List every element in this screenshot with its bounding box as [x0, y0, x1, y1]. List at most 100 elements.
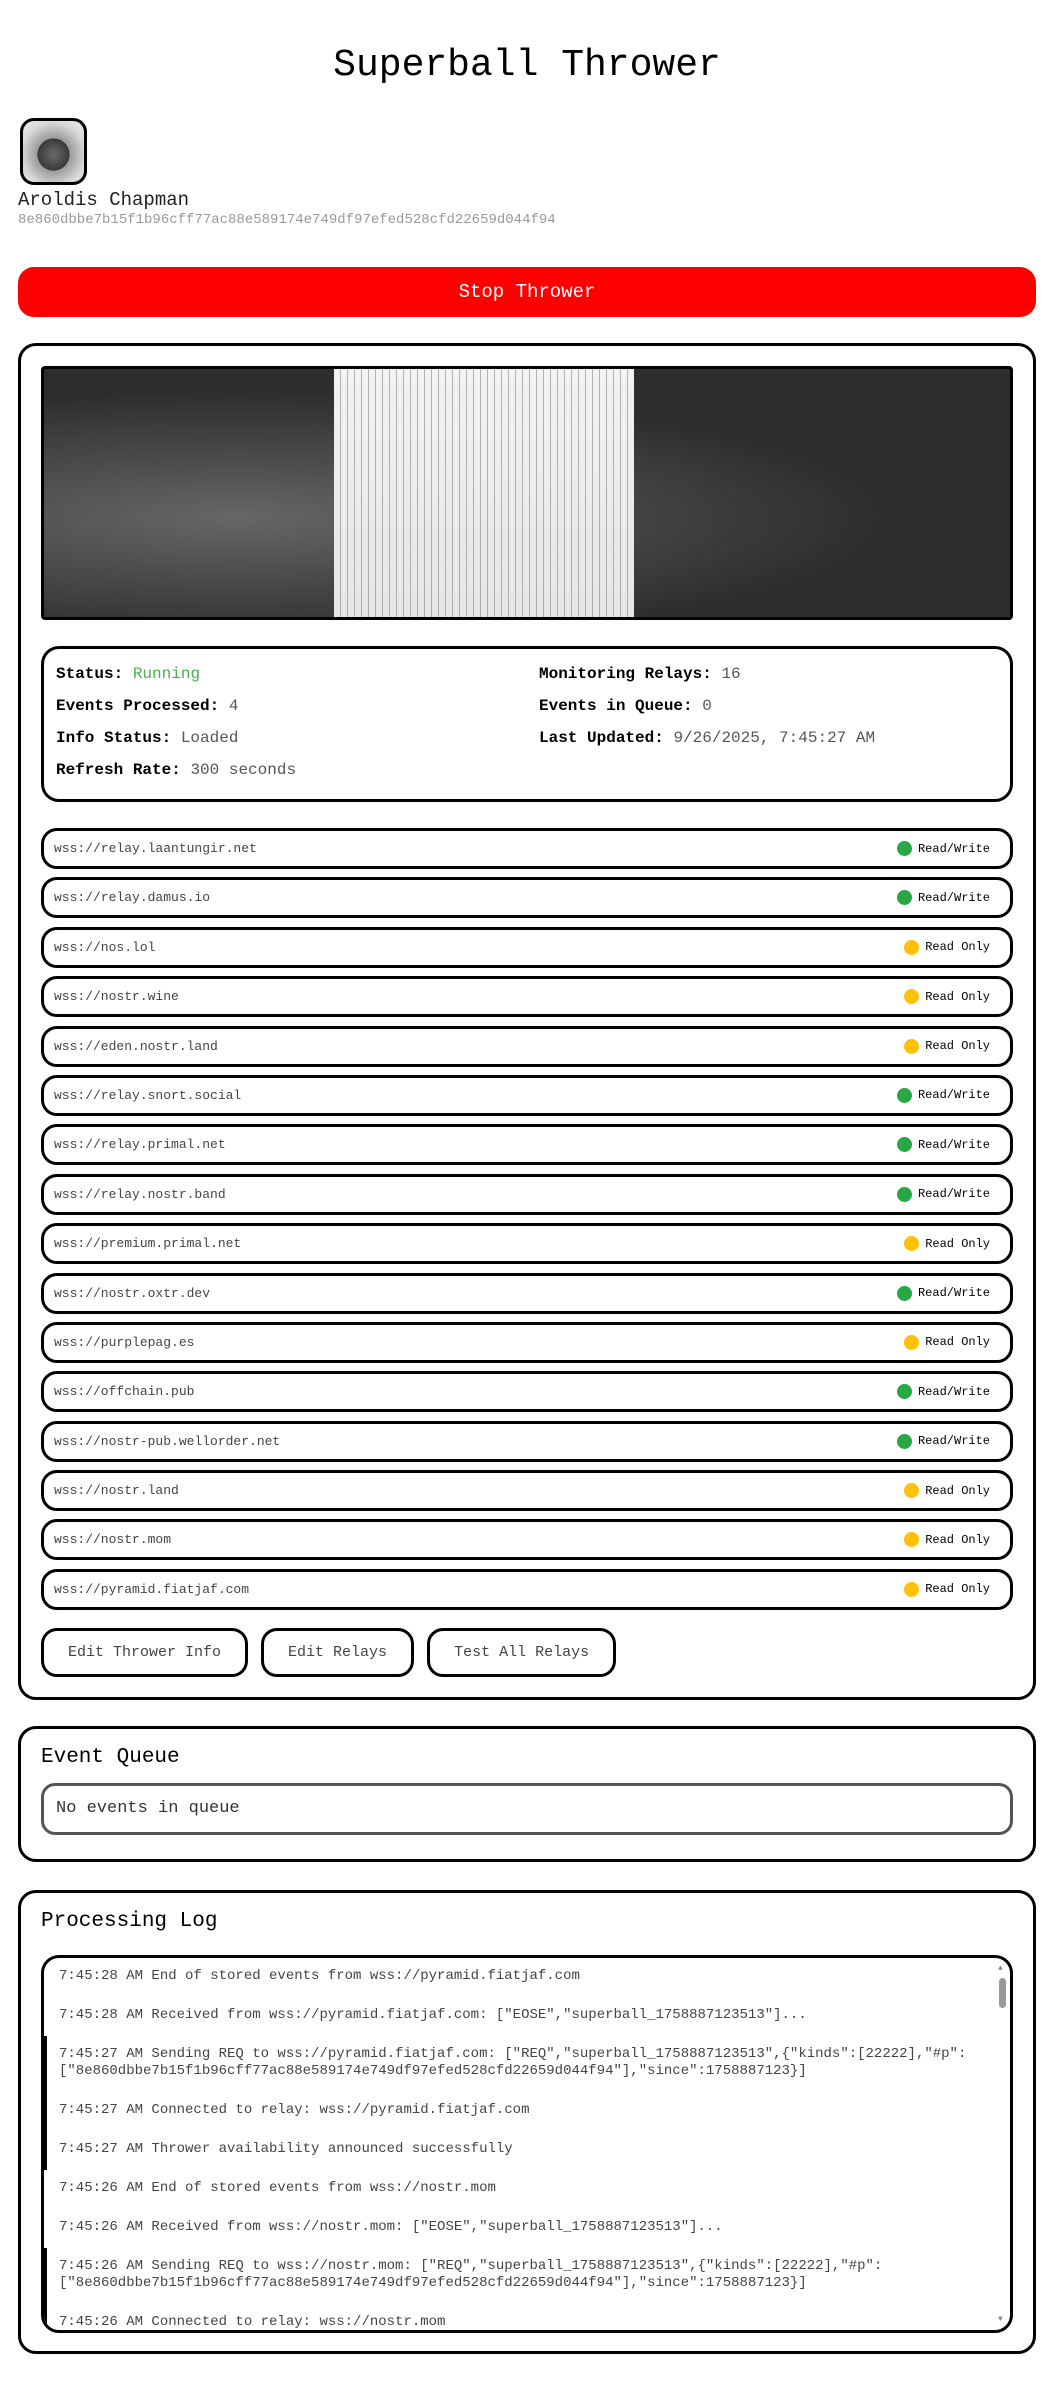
- relay-item[interactable]: wss://nostr.oxtr.dev Read/Write: [41, 1272, 1013, 1314]
- relay-item[interactable]: wss://nostr.land Read Only: [41, 1470, 1013, 1512]
- relay-item[interactable]: wss://nos.lol Read Only: [41, 926, 1013, 968]
- status-dot-icon: [904, 1483, 920, 1499]
- relay-mode-badge: Read/Write: [896, 1433, 990, 1449]
- event-queue-card: Event Queue No events in queue: [18, 1725, 1036, 1862]
- log-entry: 7:45:26 AM Connected to relay: wss://nos…: [44, 2303, 992, 2330]
- relay-url: wss://nostr.land: [54, 1483, 179, 1499]
- relay-mode-badge: Read/Write: [896, 841, 990, 856]
- relay-mode: Read Only: [925, 1236, 990, 1251]
- status-dot-icon: [896, 1433, 912, 1449]
- relay-item[interactable]: wss://eden.nostr.land Read Only: [41, 1025, 1013, 1067]
- updated-label: Last Updated:: [539, 729, 664, 747]
- status-dot-icon: [896, 1186, 912, 1202]
- log-scrollbar[interactable]: ▲ ▼: [997, 1964, 1007, 2324]
- relay-mode: Read Only: [925, 989, 990, 1004]
- relays-value: 16: [721, 665, 741, 683]
- relay-item[interactable]: wss://pyramid.fiatjaf.com Read Only: [41, 1568, 1013, 1610]
- status-dot-icon: [896, 1137, 912, 1153]
- relay-mode: Read Only: [925, 1335, 990, 1350]
- relay-mode: Read Only: [925, 940, 990, 955]
- status-dot-icon: [904, 1038, 920, 1054]
- log-entry: 7:45:27 AM Connected to relay: wss://pyr…: [44, 2091, 992, 2131]
- relay-mode: Read/Write: [917, 1187, 990, 1202]
- refresh-label: Refresh Rate:: [56, 761, 181, 779]
- thrower-banner-image: [41, 366, 1013, 620]
- status-dot-icon: [904, 1581, 920, 1597]
- relay-item[interactable]: wss://relay.laantungir.net Read/Write: [41, 828, 1013, 869]
- status-panel: Status: Running Monitoring Relays: 16 Ev…: [41, 646, 1013, 802]
- scroll-up-icon[interactable]: ▲: [998, 1963, 1003, 1973]
- updated-value: 9/26/2025, 7:45:27 AM: [673, 729, 876, 747]
- log-entry: 7:45:27 AM Thrower availability announce…: [44, 2130, 992, 2170]
- relay-mode-badge: Read/Write: [896, 1384, 990, 1400]
- relay-mode: Read/Write: [917, 841, 990, 856]
- relay-item[interactable]: wss://purplepag.es Read Only: [41, 1321, 1013, 1363]
- status-dot-icon: [896, 1285, 912, 1301]
- relay-url: wss://nos.lol: [54, 939, 156, 955]
- relay-mode-badge: Read Only: [904, 939, 990, 955]
- relay-mode-badge: Read Only: [904, 1236, 990, 1252]
- relay-mode-badge: Read Only: [904, 1334, 990, 1350]
- relay-mode: Read/Write: [917, 890, 990, 905]
- relay-mode-badge: Read/Write: [896, 1285, 990, 1301]
- relay-item[interactable]: wss://relay.primal.net Read/Write: [41, 1124, 1013, 1166]
- relay-item[interactable]: wss://relay.snort.social Read/Write: [41, 1074, 1013, 1116]
- relay-item[interactable]: wss://relay.damus.io Read/Write: [41, 877, 1013, 919]
- relay-mode-badge: Read/Write: [896, 1186, 990, 1202]
- edit-thrower-info-button[interactable]: Edit Thrower Info: [41, 1627, 249, 1677]
- relay-mode: Read Only: [925, 1582, 990, 1597]
- events-label: Events Processed:: [56, 697, 220, 715]
- queue-label: Events in Queue:: [539, 697, 693, 715]
- profile-name: Aroldis Chapman: [18, 189, 190, 211]
- processing-log-title: Processing Log: [41, 1909, 218, 1933]
- relay-url: wss://nostr-pub.wellorder.net: [54, 1433, 281, 1449]
- status-dot-icon: [896, 890, 912, 906]
- relay-mode-badge: Read Only: [904, 1483, 990, 1499]
- status-dot-icon: [904, 1236, 920, 1252]
- scroll-down-icon[interactable]: ▼: [998, 2314, 1003, 2324]
- log-entry: 7:45:28 AM Received from wss://pyramid.f…: [44, 1996, 992, 2036]
- scroll-thumb[interactable]: [999, 1977, 1006, 2008]
- relay-item[interactable]: wss://nostr.wine Read Only: [41, 976, 1013, 1018]
- relay-mode: Read/Write: [917, 1286, 990, 1301]
- relay-url: wss://offchain.pub: [54, 1384, 195, 1400]
- relay-mode-badge: Read/Write: [896, 890, 990, 906]
- status-dot-icon: [904, 1334, 920, 1350]
- edit-relays-button[interactable]: Edit Relays: [261, 1627, 415, 1677]
- relay-mode: Read Only: [925, 1483, 990, 1498]
- relay-item[interactable]: wss://nostr-pub.wellorder.net Read/Write: [41, 1420, 1013, 1462]
- log-entry: 7:45:26 AM End of stored events from wss…: [44, 2169, 992, 2209]
- status-dot-icon: [904, 939, 920, 955]
- events-value: 4: [228, 697, 239, 715]
- relay-url: wss://nostr.oxtr.dev: [54, 1285, 211, 1301]
- log-entry: 7:45:26 AM Sending REQ to wss://nostr.mo…: [44, 2247, 992, 2304]
- relay-mode: Read/Write: [917, 1137, 990, 1152]
- log-entry: 7:45:28 AM End of stored events from wss…: [44, 1957, 992, 1997]
- refresh-value: 300 seconds: [190, 761, 297, 779]
- status-label: Status:: [56, 665, 124, 683]
- test-all-relays-button[interactable]: Test All Relays: [427, 1627, 617, 1677]
- relay-url: wss://relay.laantungir.net: [54, 841, 257, 856]
- status-dot-icon: [904, 1532, 920, 1548]
- relay-mode-badge: Read Only: [904, 1581, 990, 1597]
- processing-log-card: Processing Log 7:45:28 AM End of stored …: [18, 1889, 1036, 2354]
- relay-item[interactable]: wss://premium.primal.net Read Only: [41, 1223, 1013, 1265]
- event-queue-title: Event Queue: [41, 1745, 180, 1769]
- relay-url: wss://relay.nostr.band: [54, 1186, 226, 1202]
- event-queue-empty: No events in queue: [41, 1782, 1013, 1835]
- info-label: Info Status:: [56, 729, 172, 747]
- status-dot-icon: [904, 989, 920, 1005]
- relay-url: wss://pyramid.fiatjaf.com: [54, 1581, 250, 1597]
- processing-log[interactable]: 7:45:28 AM End of stored events from wss…: [41, 1954, 1013, 2333]
- relay-mode-badge: Read Only: [904, 989, 990, 1005]
- log-entry: 7:45:26 AM Received from wss://nostr.mom…: [44, 2208, 992, 2248]
- stop-thrower-button[interactable]: Stop Thrower: [18, 267, 1036, 317]
- relay-item[interactable]: wss://relay.nostr.band Read/Write: [41, 1173, 1013, 1215]
- relay-mode-badge: Read Only: [904, 1532, 990, 1548]
- relay-mode: Read/Write: [917, 1088, 990, 1103]
- relay-item[interactable]: wss://nostr.mom Read Only: [41, 1519, 1013, 1561]
- status-dot-icon: [896, 1087, 912, 1103]
- info-value: Loaded: [180, 729, 239, 747]
- relay-item[interactable]: wss://offchain.pub Read/Write: [41, 1371, 1013, 1413]
- relay-mode: Read/Write: [917, 1434, 990, 1449]
